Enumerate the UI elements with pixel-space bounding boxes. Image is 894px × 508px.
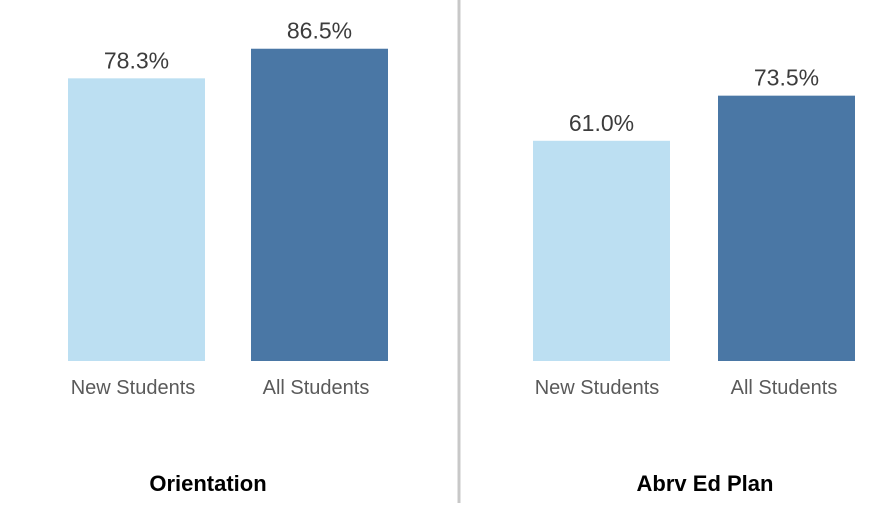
value-label: 73.5%	[754, 65, 819, 91]
category-label: All Students	[731, 377, 838, 399]
category-label: New Students	[71, 377, 196, 399]
value-label: 86.5%	[287, 18, 352, 44]
bar-new-students	[533, 140, 670, 361]
bar-all-students	[718, 95, 855, 361]
category-label: New Students	[535, 377, 660, 399]
value-label: 61.0%	[569, 110, 634, 136]
bar-new-students	[68, 78, 205, 361]
bar-all-students	[251, 48, 388, 362]
panel-title: Abrv Ed Plan	[637, 471, 774, 496]
value-label: 78.3%	[104, 47, 169, 73]
category-label: All Students	[263, 377, 370, 399]
panel-title: Orientation	[149, 471, 266, 496]
